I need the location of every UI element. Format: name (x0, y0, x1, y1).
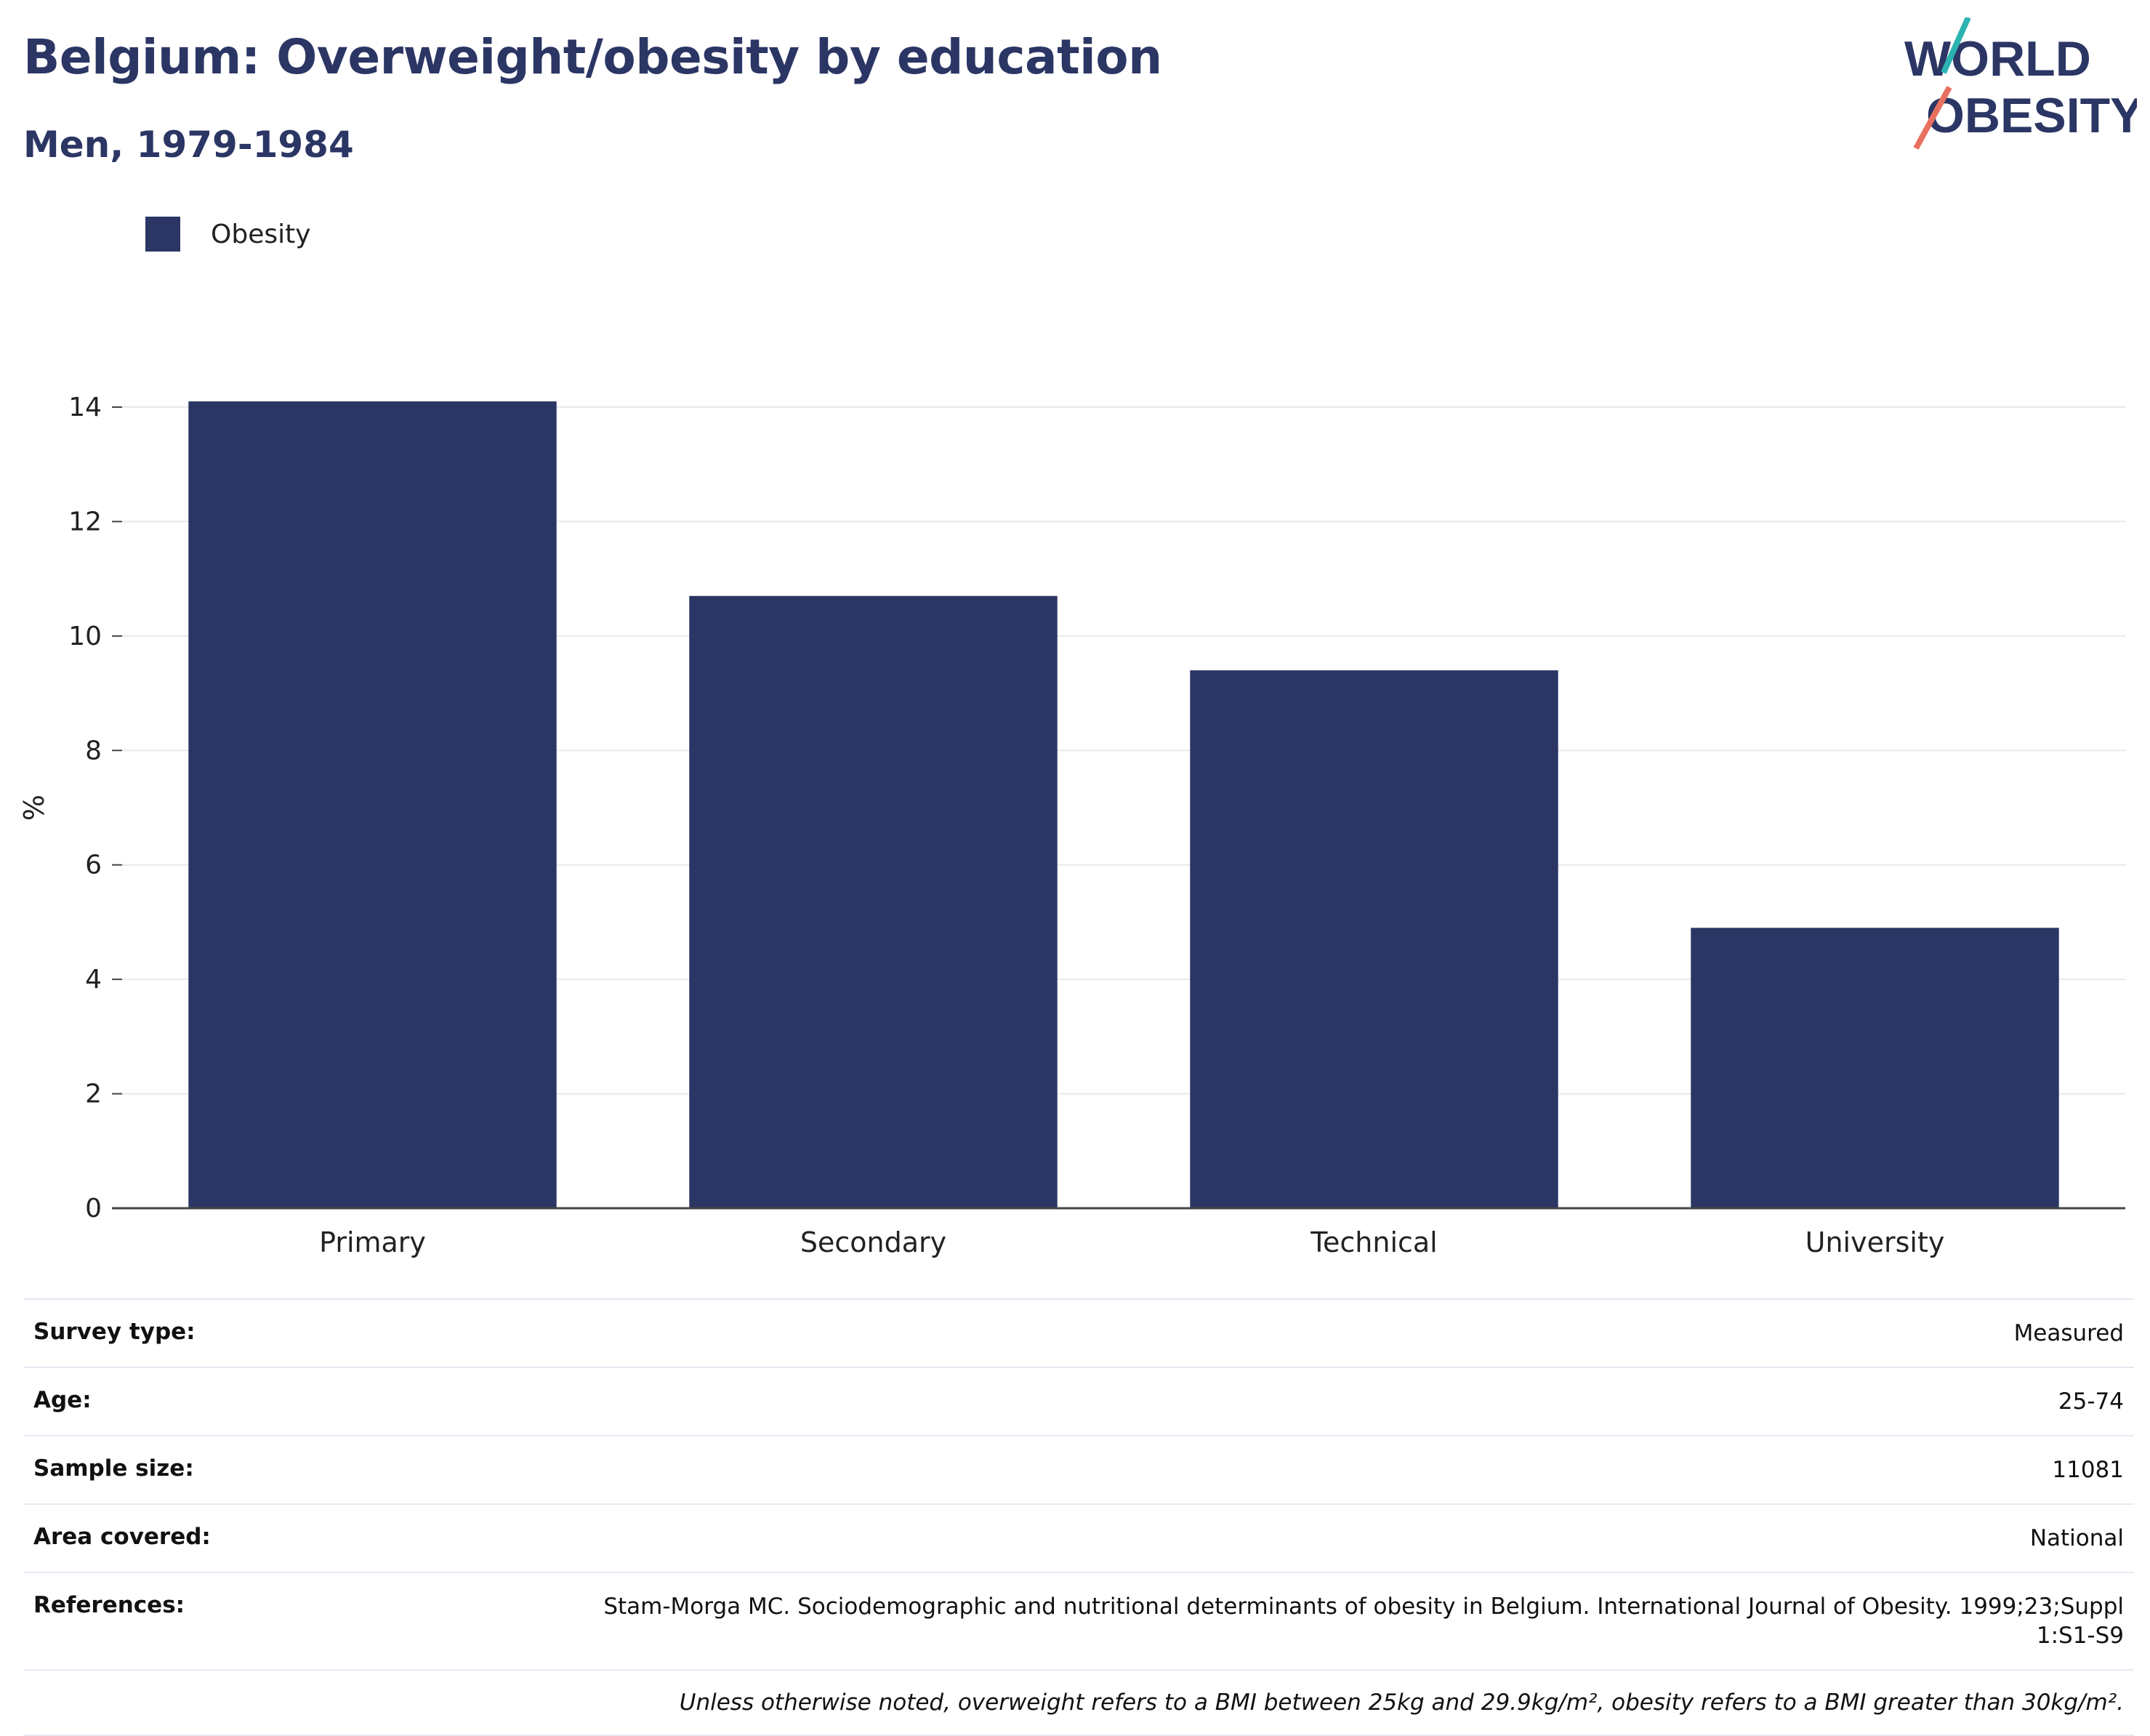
bar (188, 401, 557, 1208)
info-label: Age: (33, 1387, 92, 1413)
info-row-references: References: Stam-Morga MC. Sociodemograp… (23, 1572, 2134, 1669)
y-tick-label: 6 (85, 851, 102, 880)
info-label: References: (33, 1592, 185, 1618)
info-table: Survey type: Measured Age: 25-74 Sample … (23, 1298, 2134, 1736)
info-row-area-covered: Area covered: National (23, 1503, 2134, 1572)
y-tick-label: 14 (68, 393, 102, 422)
y-tick-label: 2 (85, 1080, 102, 1109)
y-tick-label: 0 (85, 1194, 102, 1223)
info-row-survey-type: Survey type: Measured (23, 1298, 2134, 1367)
y-axis-label: % (18, 795, 50, 821)
info-value: 11081 (2052, 1457, 2124, 1483)
y-tick-label: 10 (68, 622, 102, 651)
bar (1691, 928, 2059, 1208)
info-label: Area covered: (33, 1524, 211, 1550)
info-value: Measured (2013, 1320, 2124, 1346)
x-tick-label: University (1805, 1226, 1945, 1258)
chart-title: Belgium: Overweight/obesity by education (23, 29, 1162, 85)
footnote: Unless otherwise noted, overweight refer… (23, 1669, 2134, 1736)
x-tick-label: Primary (319, 1226, 426, 1258)
info-row-age: Age: 25-74 (23, 1367, 2134, 1435)
info-label: Sample size: (33, 1455, 194, 1482)
info-row-sample-size: Sample size: 11081 (23, 1435, 2134, 1503)
bar (1190, 670, 1558, 1208)
legend-swatch (145, 217, 180, 252)
legend: Obesity (145, 217, 311, 252)
bar-chart: 0 2 4 6 8 10 12 14 Primary Secondary Technical Univ… (18, 393, 2125, 1258)
y-tick-label: 12 (68, 507, 102, 537)
world-obesity-logo: WORLD OBESITY (1904, 17, 2137, 150)
logo-accent-teal (1941, 17, 1971, 74)
x-tick-label: Technical (1310, 1226, 1438, 1258)
bar (689, 595, 1058, 1208)
y-tick-label: 8 (85, 736, 102, 765)
info-value: Stam-Morga MC. Sociodemographic and nutr… (603, 1594, 2124, 1649)
chart-subtitle: Men, 1979-1984 (23, 124, 354, 166)
info-label: Survey type: (33, 1319, 196, 1345)
logo-line2: OBESITY (1926, 88, 2137, 143)
legend-label: Obesity (211, 219, 311, 249)
logo-accent-coral (1913, 86, 1952, 150)
logo-line1: WORLD (1904, 31, 2091, 87)
info-value: 25-74 (2058, 1389, 2124, 1415)
y-tick-label: 4 (85, 965, 102, 994)
info-value: National (2029, 1525, 2124, 1551)
x-tick-label: Secondary (800, 1226, 946, 1258)
